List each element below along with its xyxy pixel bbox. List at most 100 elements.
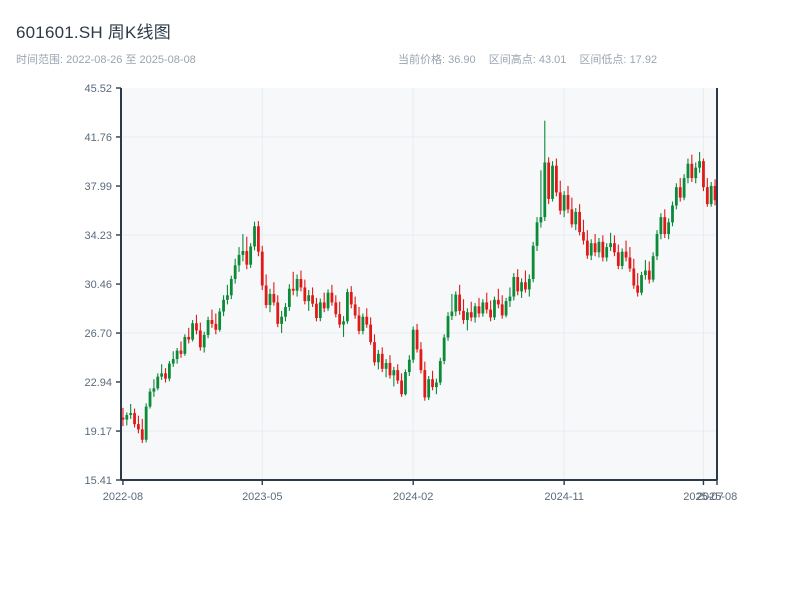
candle-body (311, 295, 314, 304)
candle-body (148, 391, 152, 407)
candle (229, 275, 233, 300)
candle-body (299, 278, 303, 288)
candle (175, 347, 179, 364)
candle-body (260, 251, 264, 286)
candle (512, 273, 516, 301)
candle-body (562, 195, 566, 211)
candle (156, 373, 160, 391)
candle (698, 152, 701, 173)
candle-body (698, 161, 701, 168)
candle (299, 270, 303, 292)
candle (195, 314, 198, 335)
candle (690, 154, 694, 182)
candle-body (187, 336, 191, 340)
candle-body (539, 217, 543, 223)
candle-body (694, 167, 698, 179)
candle (400, 373, 403, 397)
candle (694, 162, 698, 184)
candle-body (218, 311, 222, 330)
candle-body (524, 282, 527, 290)
candle-body (589, 243, 593, 256)
candle (280, 310, 284, 334)
page-title: 601601.SH 周K线图 (16, 23, 171, 42)
candle-body (659, 217, 663, 235)
candle-body (349, 292, 353, 305)
candle-body (632, 268, 636, 286)
candle-body (458, 294, 462, 311)
candle-body (264, 285, 268, 306)
candle (647, 261, 651, 284)
candle-body (465, 312, 469, 320)
price-summary: 当前价格: 36.90 区间高点: 43.01 区间低点: 17.92 (398, 51, 657, 67)
candle (140, 418, 144, 444)
candle-body (287, 288, 291, 307)
candle-body (613, 243, 616, 253)
candle (253, 221, 256, 251)
candle (481, 299, 485, 317)
candle (454, 291, 458, 317)
y-tick-label: 34.23 (84, 230, 112, 242)
date-range-end: 2025-08-08 (139, 54, 196, 66)
candle (531, 241, 535, 283)
candle-body (624, 251, 628, 258)
candle (558, 180, 562, 215)
candle (469, 301, 473, 322)
candle (442, 334, 446, 365)
candle (624, 240, 628, 262)
candle (659, 213, 663, 240)
candle (353, 296, 357, 319)
candle (349, 286, 353, 309)
candle-body (137, 424, 140, 430)
candle (179, 341, 183, 358)
candle-body (404, 372, 407, 395)
candle (384, 359, 388, 378)
candle-body (353, 304, 357, 316)
x-tick-label: 2024-02 (393, 491, 433, 503)
candle-body (450, 311, 454, 317)
current-price-value: 36.90 (448, 54, 476, 66)
candle-body (702, 161, 705, 188)
candle (206, 316, 210, 339)
candle-body (644, 270, 647, 276)
x-axis-ticks: 2022-08 2023-05 2024-02 2024-11 2025-072025-… (103, 480, 737, 503)
x-tick-label: 2025-07 (683, 491, 723, 503)
candle-body (713, 185, 717, 201)
candle-body (253, 226, 256, 247)
y-tick-label: 30.46 (84, 279, 112, 291)
candle-body (140, 429, 144, 440)
date-range-info: 时间范围: 2022-08-26 至 2025-08-08 (16, 51, 196, 67)
candle-body (431, 379, 434, 388)
candle-body (442, 337, 446, 361)
candle-body (516, 277, 520, 292)
candle (709, 182, 713, 207)
candle (144, 403, 148, 443)
candle (152, 379, 156, 397)
candle (268, 288, 272, 313)
candle-body (307, 295, 311, 302)
candle (407, 355, 411, 376)
candle-body (198, 330, 202, 348)
candle-body (202, 334, 206, 348)
candle-body (640, 275, 643, 293)
candle-series (121, 120, 717, 444)
candle (326, 289, 330, 311)
candle-body (121, 417, 125, 420)
candle (376, 349, 380, 370)
candle-body (508, 296, 512, 302)
candle (198, 322, 202, 351)
candle-body (257, 226, 260, 252)
candle (160, 364, 164, 380)
candle-body (330, 292, 334, 303)
candle (493, 296, 496, 320)
date-range-label: 时间范围: (16, 54, 64, 66)
candle-body (183, 336, 187, 354)
candle-body (527, 278, 531, 290)
candle-body (156, 376, 160, 389)
candle-body (129, 413, 133, 416)
plot-background (121, 88, 717, 480)
candle (137, 415, 140, 434)
candle-body (407, 359, 411, 373)
candle-body (179, 350, 183, 354)
candle-body (493, 299, 496, 318)
candle-body (647, 270, 651, 280)
